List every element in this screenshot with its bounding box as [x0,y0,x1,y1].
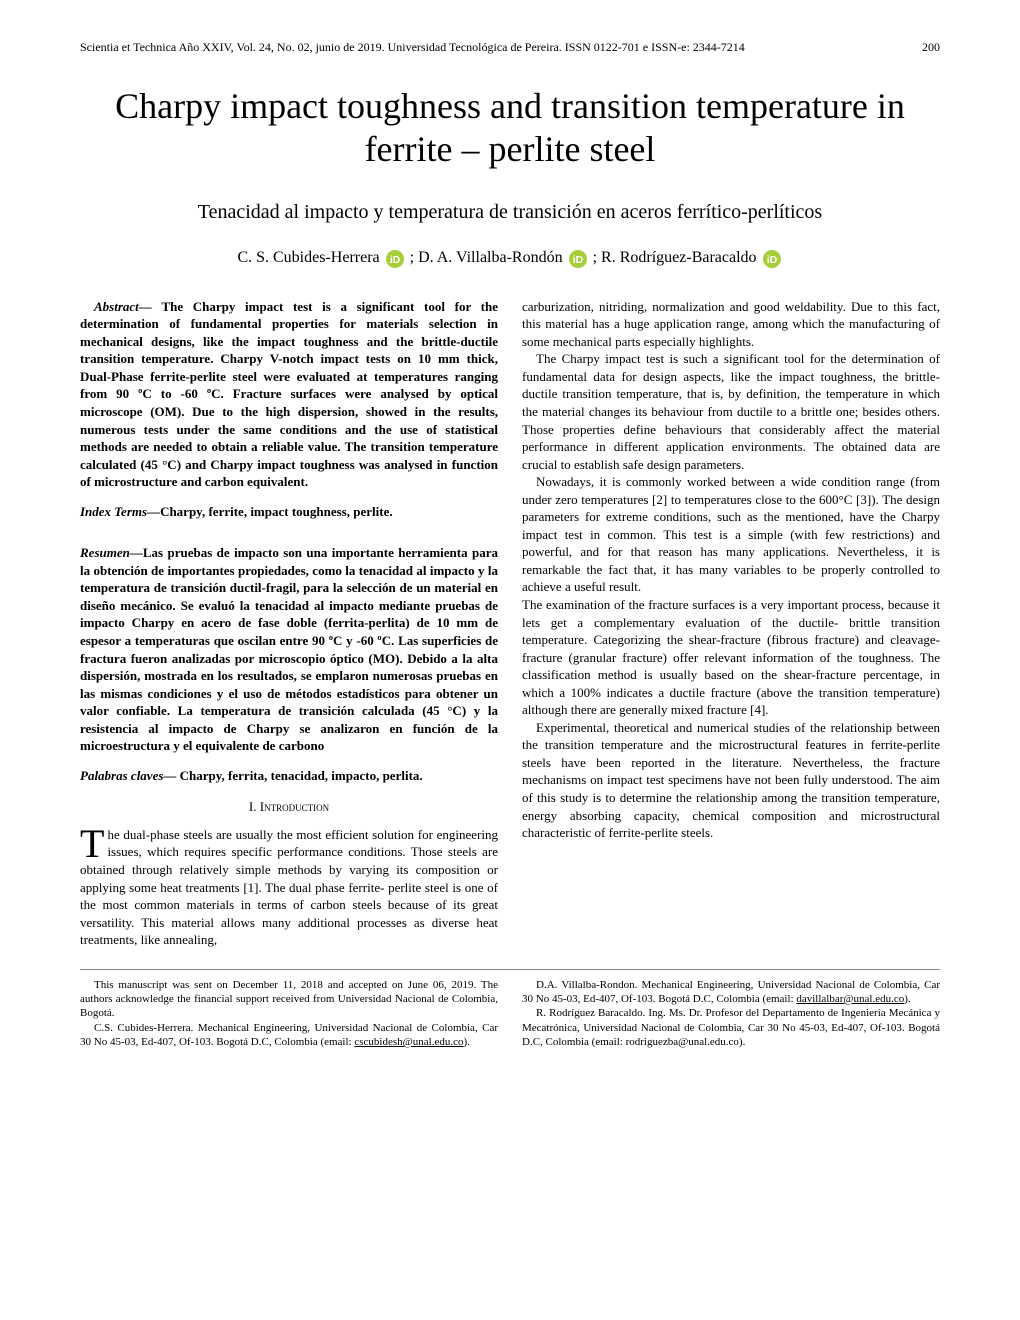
index-terms-block: Index Terms—Charpy, ferrite, impact toug… [80,503,498,521]
footnote-3: D.A. Villalba-Rondon. Mechanical Enginee… [522,978,940,1007]
svg-text:iD: iD [389,253,400,265]
section-number: I. [249,799,257,814]
intro-text-1: he dual-phase steels are usually the mos… [80,827,498,947]
resumen-text: Las pruebas de impacto son una important… [80,545,498,753]
footnote-3-email[interactable]: davillalbar@unal.edu.co [796,993,904,1005]
section-name: Introduction [260,799,329,814]
footnote-2-email[interactable]: cscubidesh@unal.edu.co [354,1036,463,1048]
intro-para-2: The Charpy impact test is such a signifi… [522,350,940,473]
paper-title: Charpy impact toughness and transition t… [80,85,940,171]
index-terms-text: Charpy, ferrite, impact toughness, perli… [160,504,393,519]
index-terms-label: Index Terms— [80,504,160,519]
palabras-block: Palabras claves— Charpy, ferrita, tenaci… [80,767,498,785]
drop-cap: T [80,826,107,860]
intro-para-5: Experimental, theoretical and numerical … [522,719,940,842]
palabras-text: Charpy, ferrita, tenacidad, impacto, per… [180,768,423,783]
orcid-icon[interactable]: iD [763,250,781,268]
orcid-icon[interactable]: iD [569,250,587,268]
page-header: Scientia et Technica Año XXIV, Vol. 24, … [80,40,940,55]
svg-text:iD: iD [572,253,583,265]
footnote-1: This manuscript was sent on December 11,… [80,978,498,1021]
journal-info: Scientia et Technica Año XXIV, Vol. 24, … [80,40,745,55]
body-columns: Abstract— The Charpy impact test is a si… [80,298,940,949]
intro-para-4: The examination of the fracture surfaces… [522,596,940,719]
footnote-4: R. Rodríguez Baracaldo. Ing. Ms. Dr. Pro… [522,1006,940,1049]
footnote-3-end: ). [904,993,910,1005]
intro-para-3: Nowadays, it is commonly worked between … [522,473,940,596]
author-3: R. Rodríguez-Baracaldo [601,249,757,266]
resumen-block: Resumen—Las pruebas de impacto son una i… [80,544,498,755]
palabras-label: Palabras claves— [80,768,180,783]
author-2: D. A. Villalba-Rondón [418,249,563,266]
abstract-block: Abstract— The Charpy impact test is a si… [80,298,498,491]
author-1: C. S. Cubides-Herrera [237,249,379,266]
paper-subtitle: Tenacidad al impacto y temperatura de tr… [80,201,940,224]
svg-text:iD: iD [766,253,777,265]
intro-para-1: The dual-phase steels are usually the mo… [80,826,498,949]
authors-line: C. S. Cubides-Herrera iD ; D. A. Villalb… [80,249,940,267]
footnote-2-end: ). [463,1036,469,1048]
footnote-2: C.S. Cubides-Herrera. Mechanical Enginee… [80,1021,498,1050]
resumen-label: Resumen— [80,545,143,560]
author-separator: ; [410,249,418,266]
footnotes: This manuscript was sent on December 11,… [80,969,940,1049]
page-number: 200 [922,40,940,55]
author-separator: ; [593,249,601,266]
section-heading: I. Introduction [80,798,498,816]
abstract-label: Abstract— [94,299,161,314]
intro-para-1b: carburization, nitriding, normalization … [522,298,940,351]
abstract-text: The Charpy impact test is a significant … [80,299,498,489]
orcid-icon[interactable]: iD [386,250,404,268]
